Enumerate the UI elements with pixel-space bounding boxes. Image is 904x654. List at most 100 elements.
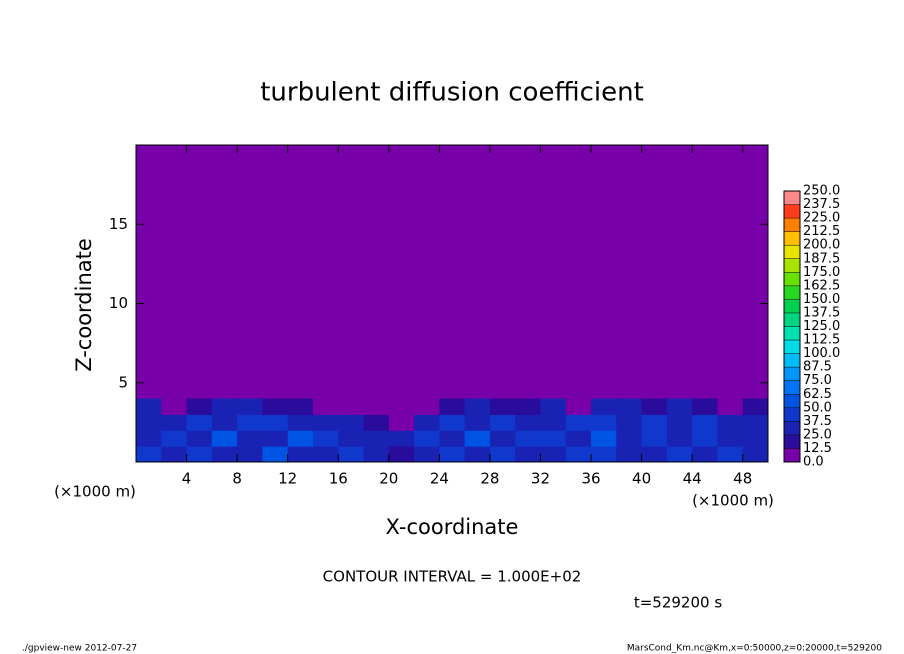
- field-cell: [338, 398, 365, 415]
- field-cell: [666, 446, 693, 463]
- field-cell: [540, 398, 567, 415]
- field-cell: [136, 430, 162, 447]
- field-cell: [414, 414, 440, 431]
- field-cell: [338, 430, 365, 447]
- field-cell: [136, 446, 162, 463]
- field-cell: [692, 446, 718, 463]
- x-tick-label: 44: [683, 470, 702, 488]
- x-tick-label: 28: [480, 470, 499, 488]
- x-tick-label: 16: [329, 470, 348, 488]
- field-cell: [363, 446, 390, 463]
- field-cell: [540, 414, 567, 431]
- field-cell: [312, 446, 339, 463]
- colorbar-band: [784, 258, 800, 273]
- field-cell: [161, 414, 188, 431]
- field-cell: [287, 446, 314, 463]
- field-cell: [641, 414, 668, 431]
- x-tick-label: 12: [278, 470, 297, 488]
- field-cell: [616, 398, 643, 415]
- field-cell: [666, 414, 693, 431]
- colorbar-label: 225.0: [803, 211, 840, 226]
- field-cell: [489, 430, 516, 447]
- field-cell: [414, 446, 440, 463]
- field-cell: [540, 430, 567, 447]
- field-cell: [464, 430, 491, 447]
- colorbar-band: [784, 231, 800, 246]
- field-cell: [515, 398, 541, 415]
- colorbar-label: 37.5: [803, 414, 832, 429]
- colorbar-label: 150.0: [803, 292, 840, 307]
- field-cell: [363, 398, 390, 415]
- field-cell: [211, 446, 238, 463]
- colorbar-band: [784, 285, 800, 300]
- colorbar-label: 87.5: [803, 360, 832, 375]
- colorbar-label: 12.5: [803, 441, 832, 456]
- field-cell: [489, 414, 516, 431]
- colorbar-label: 137.5: [803, 305, 840, 320]
- field-cell: [287, 430, 314, 447]
- field-cell: [363, 414, 390, 431]
- x-tick-label: 8: [232, 470, 242, 488]
- field-cell: [565, 446, 592, 463]
- field-cell: [388, 446, 415, 463]
- colorbar-band: [784, 353, 800, 368]
- footer-right: MarsCond_Km.nc@Km,x=0:50000,z=0:20000,t=…: [627, 644, 882, 654]
- field-cell: [717, 446, 744, 463]
- x-tick-label: 4: [182, 470, 192, 488]
- x-tick-label: 40: [632, 470, 651, 488]
- colorbar-label: 0.0: [803, 455, 824, 470]
- field-cell: [742, 398, 769, 415]
- field-cell: [237, 398, 263, 415]
- colorbar-label: 125.0: [803, 319, 840, 334]
- field-cell: [666, 430, 693, 447]
- field-cell: [464, 446, 491, 463]
- field-cell: [641, 430, 668, 447]
- colorbar-band: [784, 394, 800, 408]
- field-cell: [237, 430, 263, 447]
- colorbar-band: [784, 407, 800, 422]
- field-cell: [161, 430, 188, 447]
- colorbar-band: [784, 421, 800, 435]
- colorbar-band: [784, 204, 800, 219]
- chart-title: turbulent diffusion coefficient: [260, 78, 644, 108]
- colorbar-band: [784, 367, 800, 381]
- colorbar-band: [784, 340, 800, 354]
- field-cell: [692, 398, 718, 415]
- field-cell: [742, 414, 769, 431]
- colorbar-label: 100.0: [803, 346, 840, 361]
- field-cell: [717, 398, 744, 415]
- field-cell: [388, 414, 415, 431]
- field-cell: [616, 414, 643, 431]
- y-unit: (×1000 m): [54, 483, 136, 501]
- colorbar-label: 112.5: [803, 333, 840, 348]
- field-cell: [565, 414, 592, 431]
- contour-note: CONTOUR INTERVAL = 1.000E+02: [323, 568, 582, 586]
- field-cell: [489, 398, 516, 415]
- colorbar-band: [784, 380, 800, 395]
- colorbar-label: 237.5: [803, 197, 840, 212]
- field-cell: [262, 398, 289, 415]
- field-cell: [666, 398, 693, 415]
- y-tick-label: 10: [109, 294, 128, 312]
- field-cell: [237, 414, 263, 431]
- field-cell: [616, 430, 643, 447]
- y-tick-label: 15: [109, 215, 128, 233]
- field-cell: [717, 430, 744, 447]
- field-cell: [312, 398, 339, 415]
- colorbar-label: 200.0: [803, 238, 840, 253]
- colorbar-label: 75.0: [803, 373, 832, 388]
- field-cell: [211, 430, 238, 447]
- field-cell: [262, 430, 289, 447]
- field-cell: [388, 430, 415, 447]
- colorbar-band: [784, 191, 800, 205]
- field-cell: [363, 430, 390, 447]
- field-cell: [388, 398, 415, 415]
- field-cell: [464, 414, 491, 431]
- field-cell: [641, 446, 668, 463]
- field-cell: [414, 398, 440, 415]
- field-cell: [591, 414, 617, 431]
- field-cell: [161, 446, 188, 463]
- field-cell: [338, 414, 365, 431]
- field-cell: [312, 414, 339, 431]
